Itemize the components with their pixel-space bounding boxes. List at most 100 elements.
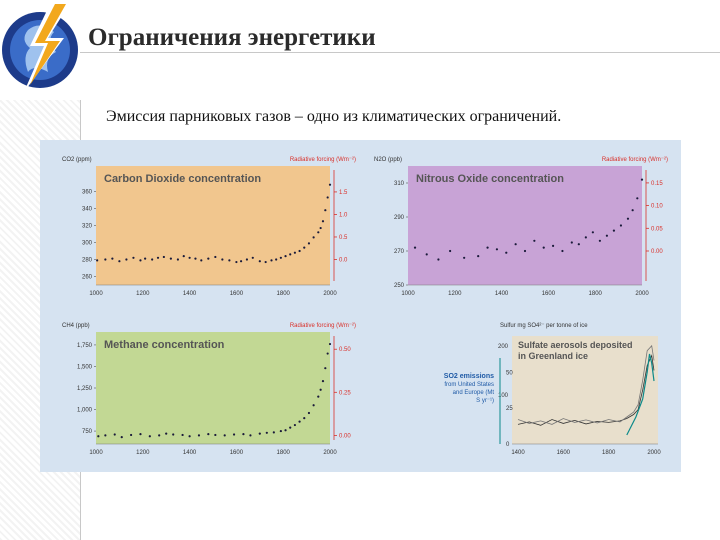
right-tick-label: 0.5 <box>339 235 348 241</box>
y-tick-label: 300 <box>82 241 93 247</box>
data-point <box>307 411 311 415</box>
data-point <box>156 256 160 259</box>
data-point <box>258 432 261 435</box>
x-tick-label: 2000 <box>323 450 337 456</box>
right-axis-label: Radiative forcing (Wm⁻²) <box>290 323 356 329</box>
right-tick-label: 0.15 <box>651 181 663 187</box>
data-point <box>272 431 275 434</box>
right-tick-label: 0.50 <box>339 347 351 353</box>
data-point <box>194 257 197 260</box>
data-point <box>284 429 287 432</box>
x-tick-label: 1000 <box>89 450 103 456</box>
data-point <box>96 259 99 262</box>
data-point <box>245 258 249 261</box>
data-point <box>97 435 100 438</box>
x-tick-label: 2000 <box>647 450 661 456</box>
data-point <box>264 260 267 264</box>
data-point <box>324 367 327 370</box>
data-point <box>449 249 452 253</box>
data-point <box>328 342 332 346</box>
right-tick-label: 1.5 <box>339 190 348 196</box>
data-point <box>239 260 243 263</box>
data-point <box>188 256 191 259</box>
so2-label-line: S yr⁻¹) <box>476 398 494 404</box>
right-tick-label: 0.10 <box>651 204 663 210</box>
data-point <box>319 388 322 391</box>
data-point <box>598 239 601 242</box>
right-tick-label: 1.0 <box>339 212 348 218</box>
data-point <box>312 404 315 407</box>
x-tick-label: 1400 <box>495 291 509 297</box>
x-tick-label: 1800 <box>277 291 291 297</box>
so2-tick-label: 25 <box>506 406 513 412</box>
x-tick-label: 2000 <box>323 291 337 297</box>
y-tick-label: 1,500 <box>77 364 93 370</box>
data-point <box>162 255 165 259</box>
data-point <box>293 251 296 254</box>
chart-title: Methane concentration <box>104 339 225 351</box>
data-point <box>293 423 296 427</box>
data-point <box>605 234 608 237</box>
y-tick-label: 320 <box>82 224 93 230</box>
y-axis-label: CO2 (ppm) <box>62 157 92 163</box>
data-point <box>619 224 623 227</box>
data-point <box>200 259 203 262</box>
data-point <box>324 209 327 212</box>
x-tick-label: 1600 <box>557 450 571 456</box>
data-point <box>132 256 135 259</box>
plot-background <box>96 332 330 444</box>
y-tick-label: 270 <box>394 249 405 255</box>
data-point <box>104 434 107 437</box>
data-point <box>182 255 185 258</box>
data-point <box>591 231 594 234</box>
x-tick-label: 1000 <box>89 291 103 297</box>
data-point <box>165 432 168 435</box>
data-point <box>495 248 499 251</box>
data-point <box>113 433 116 436</box>
data-point <box>275 258 278 261</box>
x-tick-label: 2000 <box>635 291 649 297</box>
data-point <box>328 183 332 186</box>
plot-background <box>408 166 642 285</box>
data-point <box>505 251 508 254</box>
y-axis-label: Sulfur mg SO4²⁻ per tonne of ice <box>500 323 588 329</box>
y-tick-label: 310 <box>394 181 405 187</box>
y-tick-label: 1,000 <box>77 408 93 414</box>
right-tick-label: 0.05 <box>651 226 663 232</box>
x-tick-label: 1800 <box>602 450 616 456</box>
data-point <box>118 260 121 263</box>
data-point <box>104 258 107 261</box>
x-tick-label: 1800 <box>277 450 291 456</box>
series-line <box>517 354 655 426</box>
data-point <box>631 209 634 212</box>
y-axis-label: CH4 (ppb) <box>62 323 90 329</box>
y-tick-label: 250 <box>394 283 405 289</box>
so2-tick-label: 0 <box>506 442 510 448</box>
data-point <box>317 395 320 398</box>
data-point <box>463 256 466 259</box>
data-point <box>312 236 315 239</box>
y-tick-label: 1,750 <box>77 343 93 349</box>
x-tick-label: 1400 <box>511 450 525 456</box>
data-point <box>298 249 301 253</box>
x-tick-label: 1800 <box>589 291 603 297</box>
so2-tick-label: 50 <box>506 370 513 376</box>
data-point <box>148 435 151 438</box>
data-point <box>477 255 480 258</box>
data-point <box>284 255 287 258</box>
data-point <box>258 260 261 263</box>
data-point <box>158 434 161 437</box>
series-line <box>517 344 655 425</box>
data-point <box>223 434 226 437</box>
data-point <box>319 226 322 230</box>
right-axis-label: Radiative forcing (Wm⁻²) <box>602 157 668 163</box>
data-point <box>120 436 123 439</box>
x-tick-label: 1400 <box>183 450 197 456</box>
so2-label-line: SO2 emissions <box>444 373 494 380</box>
data-point <box>584 236 587 239</box>
data-point <box>249 434 252 437</box>
data-point <box>235 260 238 264</box>
data-point <box>289 426 292 429</box>
y-tick-label: 280 <box>82 258 93 264</box>
data-point <box>188 435 191 438</box>
